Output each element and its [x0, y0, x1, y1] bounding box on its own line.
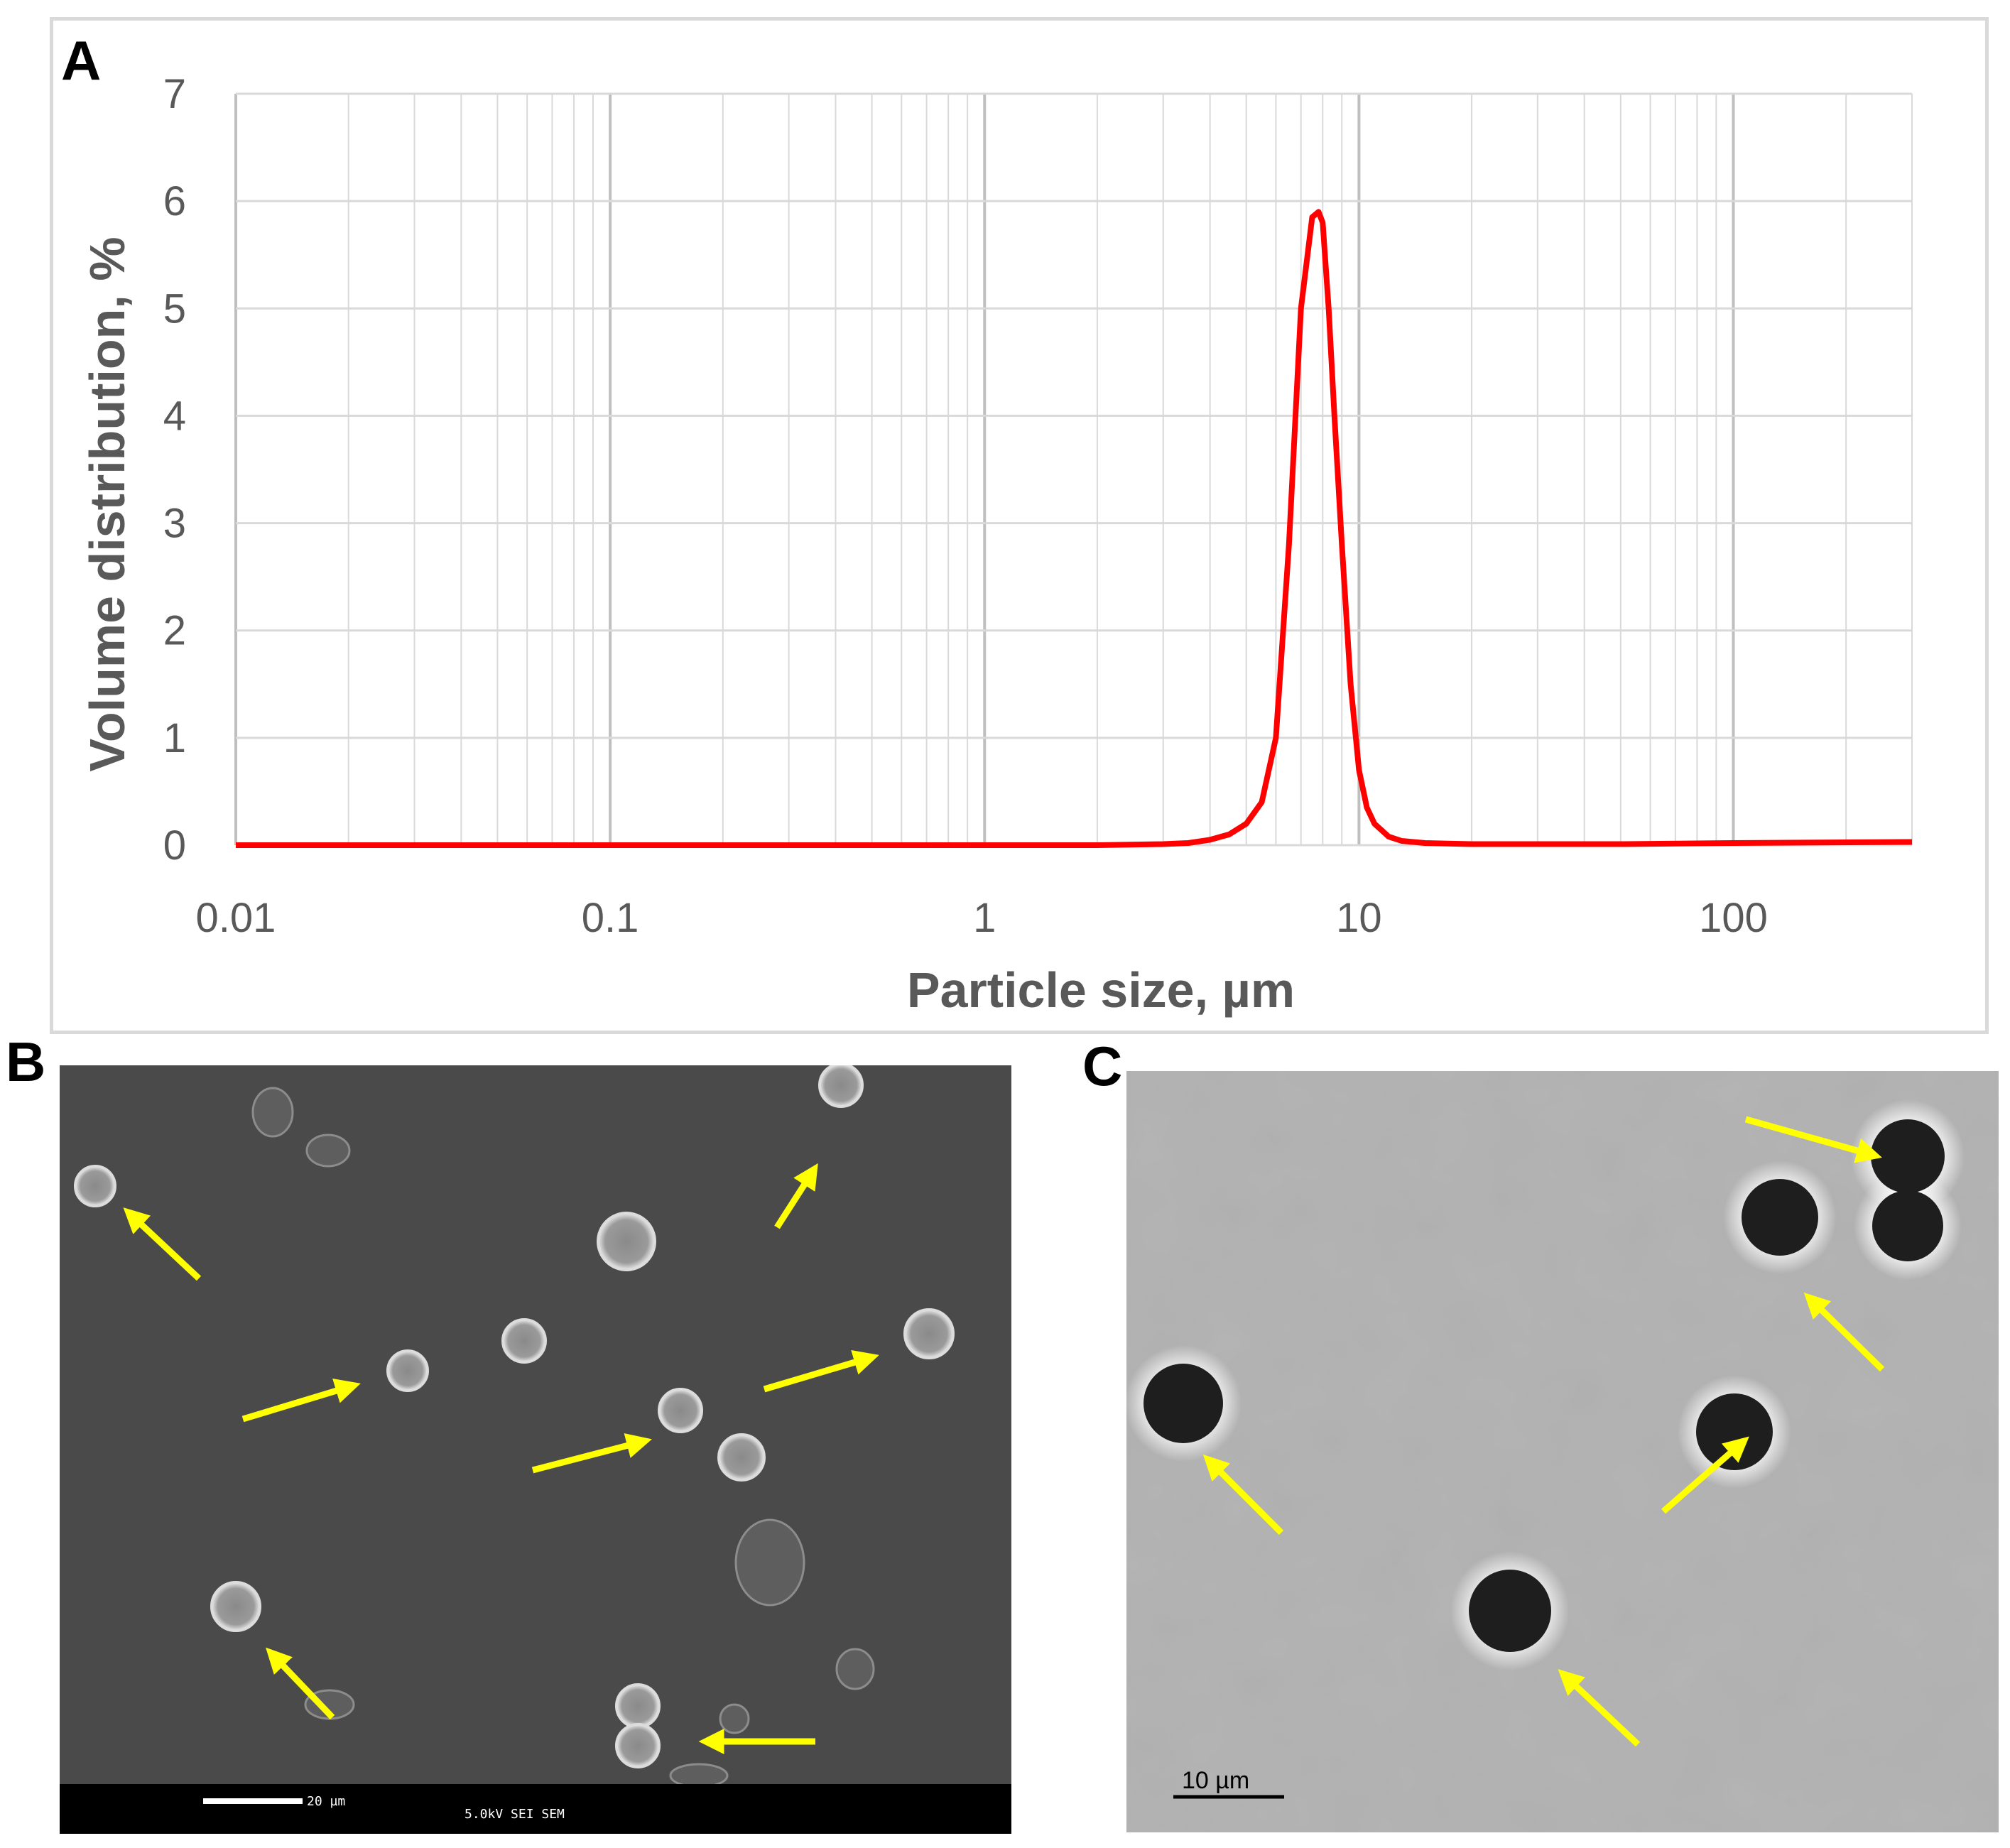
sem-particles	[74, 1065, 955, 1768]
y-tick-label: 0	[163, 822, 186, 869]
chart-grid	[234, 92, 1913, 847]
y-tick-label: 4	[163, 393, 186, 439]
tem-scale-label: 10 µm	[1182, 1767, 1249, 1794]
tem-particles	[1143, 1119, 1945, 1652]
panel-a-chart-frame	[50, 17, 1989, 1034]
panel-label-c: C	[1082, 1035, 1123, 1097]
sem-micrograph: 20 µm 5.0kV SEI SEM	[60, 1065, 1011, 1834]
x-tick-labels: 0.01 0.1 1 10 100	[196, 895, 1768, 941]
sem-info-text: 5.0kV SEI SEM	[465, 1807, 565, 1822]
particle-size-chart: 0 1 2 3 4 5 6 7 0.01 0.1 1 10 100 Particle size, µm…	[80, 71, 1913, 1018]
panel-label-a: A	[61, 29, 102, 92]
y-tick-label: 1	[163, 715, 186, 761]
x-tick-label: 10	[1336, 895, 1382, 941]
x-tick-label: 1	[973, 895, 996, 941]
x-tick-label: 0.1	[582, 895, 639, 941]
panel-label-b: B	[6, 1031, 46, 1093]
y-tick-label: 7	[163, 71, 186, 117]
y-axis-label: Volume distribution, %	[80, 237, 135, 771]
x-tick-label: 100	[1699, 895, 1768, 941]
y-tick-label: 3	[163, 501, 186, 547]
sem-scale-label: 20 µm	[307, 1794, 345, 1809]
distribution-curve	[236, 209, 1913, 848]
sem-arrows	[123, 1163, 879, 1754]
tem-micrograph: 10 µm	[1126, 1071, 1999, 1832]
y-tick-label: 2	[163, 608, 186, 654]
x-tick-label: 0.01	[196, 895, 276, 941]
y-tick-labels: 0 1 2 3 4 5 6 7	[163, 71, 186, 869]
y-tick-label: 6	[163, 178, 186, 224]
y-tick-label: 5	[163, 286, 186, 332]
tem-arrows	[1202, 1116, 1885, 1747]
x-axis-label: Particle size, µm	[907, 962, 1295, 1018]
sem-debris	[251, 1087, 875, 1788]
